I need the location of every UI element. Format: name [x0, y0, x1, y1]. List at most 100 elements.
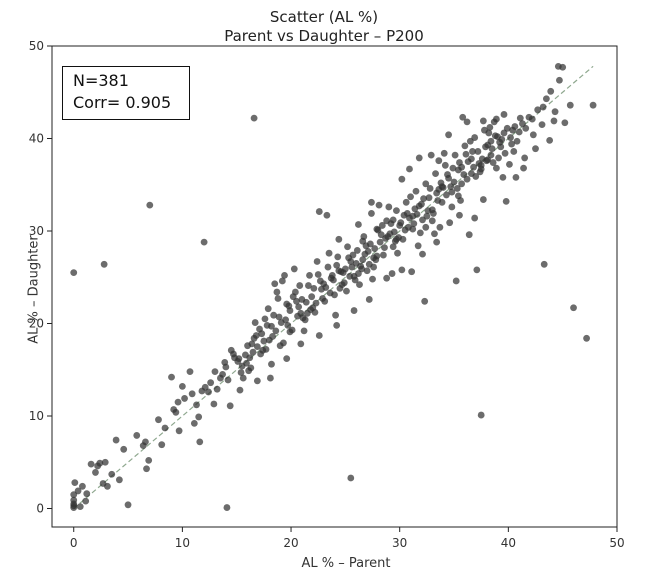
scatter-point: [358, 265, 366, 273]
scatter-point: [145, 457, 153, 464]
scatter-point: [521, 154, 529, 162]
scatter-point: [349, 251, 357, 259]
scatter-point: [271, 280, 279, 288]
scatter-point: [513, 137, 521, 145]
scatter-point: [333, 261, 341, 269]
scatter-point: [462, 150, 470, 158]
scatter-point: [456, 211, 463, 219]
scatter-point: [426, 185, 434, 192]
scatter-point: [353, 247, 361, 254]
scatter-point: [249, 348, 257, 356]
scatter-point: [303, 309, 311, 317]
scatter-point: [461, 142, 469, 150]
scatter-point: [306, 272, 313, 279]
scatter-point: [326, 289, 334, 297]
points-layer: [70, 62, 597, 511]
scatter-point: [278, 277, 286, 285]
scatter-point: [248, 340, 256, 348]
x-tick-label: 50: [609, 536, 624, 550]
y-tick-label: 20: [29, 317, 44, 331]
scatter-point: [302, 298, 310, 306]
scatter-point: [416, 229, 424, 237]
scatter-point: [376, 238, 384, 246]
scatter-point: [343, 287, 350, 295]
scatter-point: [70, 496, 78, 504]
y-axis-label: AL % – Daughter: [26, 235, 42, 344]
x-tick-label: 10: [175, 536, 190, 550]
scatter-point: [407, 193, 414, 201]
scatter-point: [529, 131, 537, 139]
scatter-point: [446, 219, 454, 227]
scatter-point: [539, 103, 547, 111]
scatter-point: [570, 304, 577, 312]
scatter-point: [433, 238, 441, 246]
scatter-point: [290, 265, 298, 273]
scatter-point: [458, 163, 466, 171]
scatter-point: [520, 164, 527, 172]
scatter-point: [310, 284, 318, 292]
scatter-point: [146, 201, 154, 209]
scatter-point: [452, 277, 460, 285]
scatter-point: [466, 137, 474, 145]
x-tick-label: 30: [392, 536, 407, 550]
scatter-point: [251, 319, 259, 326]
scatter-point: [566, 101, 574, 109]
scatter-point: [359, 256, 367, 264]
scatter-point: [196, 438, 204, 446]
scatter-point: [312, 299, 320, 307]
scatter-point: [221, 358, 229, 366]
scatter-point: [369, 275, 376, 283]
scatter-point: [213, 385, 221, 393]
chart-title: Scatter (AL %): [269, 8, 379, 26]
scatter-point: [234, 358, 242, 365]
scatter-point: [491, 132, 499, 140]
scatter-point: [217, 374, 224, 382]
scatter-point: [133, 432, 141, 439]
scatter-point: [379, 251, 387, 259]
scatter-point: [540, 260, 548, 268]
scatter-point: [315, 208, 323, 215]
scatter-point: [397, 219, 405, 227]
scatter-point: [547, 87, 555, 95]
scatter-point: [424, 207, 432, 215]
scatter-point: [489, 159, 497, 166]
y-tick-label: 0: [36, 502, 44, 516]
scatter-point: [76, 503, 84, 511]
scatter-point: [371, 245, 379, 252]
scatter-point: [274, 295, 282, 302]
scatter-point: [299, 314, 307, 322]
scatter-point: [498, 136, 506, 143]
scatter-point: [385, 203, 393, 211]
scatter-point: [161, 424, 169, 432]
scatter-point: [443, 191, 450, 199]
scatter-point: [589, 101, 597, 109]
scatter-point: [336, 284, 344, 292]
scatter-point: [512, 173, 520, 181]
scatter-point: [142, 438, 149, 446]
scatter-point: [448, 203, 456, 211]
scatter-point: [174, 398, 182, 406]
x-ticks: 0 10 20 30 40 50: [70, 527, 625, 550]
scatter-point: [418, 200, 425, 208]
scatter-point: [374, 226, 382, 234]
scatter-point: [419, 250, 426, 258]
scatter-point: [289, 293, 297, 301]
scatter-point: [431, 230, 438, 238]
scatter-point: [414, 242, 422, 250]
scatter-point: [100, 260, 108, 268]
scatter-point: [393, 207, 400, 215]
scatter-point: [375, 201, 383, 209]
scatter-point: [74, 487, 82, 495]
scatter-point: [368, 210, 375, 217]
scatter-point: [243, 359, 250, 367]
scatter-point: [393, 235, 400, 243]
scatter-point: [270, 311, 278, 319]
scatter-point: [421, 297, 429, 305]
x-tick-label: 40: [501, 536, 516, 550]
scatter-point: [434, 197, 442, 204]
scatter-point: [551, 108, 559, 116]
scatter-point: [205, 388, 212, 396]
scatter-point: [266, 374, 274, 382]
scatter-point: [344, 243, 351, 251]
